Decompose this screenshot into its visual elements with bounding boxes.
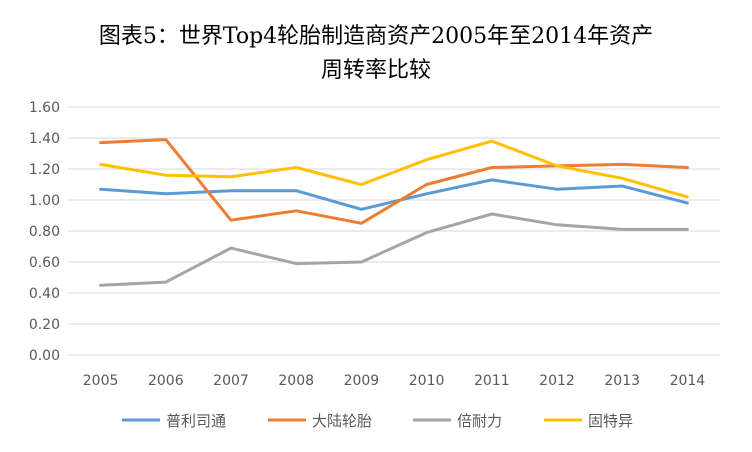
y-tick-label: 0.00 [29,348,60,364]
chart-title-line-2: 周转率比较 [320,58,431,83]
series-line-3 [99,212,689,287]
y-tick-label: 1.60 [29,100,60,116]
x-tick-label: 2007 [213,373,249,389]
y-tick-label: 0.80 [29,224,60,240]
x-tick-label: 2012 [539,373,575,389]
y-tick-label: 0.60 [29,255,60,271]
legend-label: 普利司通 [166,412,226,430]
series-line-1 [99,178,689,211]
y-tick-label: 0.40 [29,286,60,302]
x-tick-label: 2008 [278,373,314,389]
y-tick-label: 1.40 [29,131,60,147]
series-line-4 [99,139,689,199]
chart-title-line-1: 图表5：世界Top4轮胎制造商资产2005年至2014年资产 [98,24,654,49]
x-tick-label: 2014 [670,373,706,389]
x-tick-label: 2010 [409,373,445,389]
x-tick-label: 2006 [148,373,184,389]
legend-label: 大陆轮胎 [312,412,372,430]
legend-label: 倍耐力 [457,412,502,430]
y-tick-label: 0.20 [29,317,60,333]
x-tick-label: 2013 [604,373,640,389]
y-tick-label: 1.20 [29,162,60,178]
y-tick-label: 1.00 [29,193,60,209]
x-tick-label: 2011 [474,373,510,389]
series-line-2 [99,138,689,225]
legend-label: 固特异 [588,412,633,430]
x-tick-label: 2009 [344,373,380,389]
x-tick-label: 2005 [83,373,119,389]
